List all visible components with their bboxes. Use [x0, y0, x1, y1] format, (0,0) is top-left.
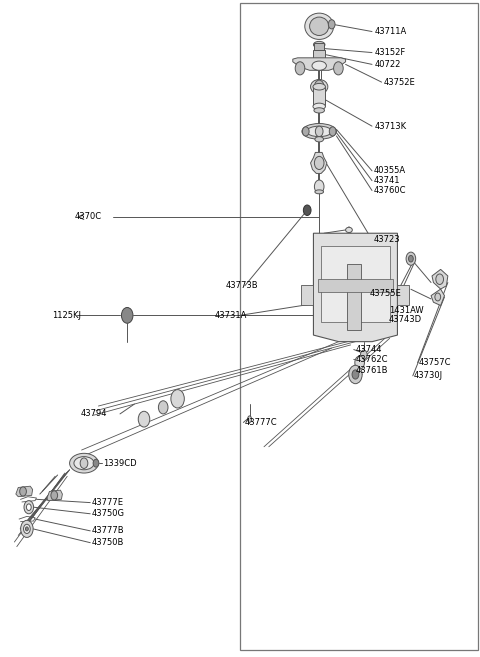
Polygon shape [16, 486, 33, 497]
Circle shape [21, 520, 33, 537]
Ellipse shape [315, 137, 324, 142]
Text: 43731A: 43731A [215, 311, 247, 320]
Text: 43743D: 43743D [389, 315, 422, 325]
Ellipse shape [314, 108, 324, 113]
Ellipse shape [307, 126, 332, 137]
Circle shape [352, 370, 359, 379]
Circle shape [436, 274, 444, 284]
Text: 1339CD: 1339CD [103, 459, 137, 468]
Circle shape [334, 62, 343, 75]
Circle shape [315, 126, 323, 137]
Circle shape [360, 350, 367, 359]
Bar [318, 279, 393, 292]
Circle shape [121, 307, 133, 323]
Ellipse shape [305, 13, 334, 39]
Circle shape [314, 180, 324, 193]
Circle shape [406, 252, 416, 265]
Circle shape [355, 356, 364, 369]
Bar [321, 246, 390, 322]
Text: 43723: 43723 [373, 235, 400, 244]
Circle shape [314, 80, 324, 93]
Text: 43750G: 43750G [91, 509, 124, 518]
Circle shape [435, 293, 441, 301]
Circle shape [158, 401, 168, 414]
Circle shape [328, 20, 335, 29]
Ellipse shape [313, 41, 325, 48]
Polygon shape [432, 269, 448, 289]
Circle shape [24, 524, 30, 533]
Bar [313, 87, 325, 106]
Text: 43794: 43794 [81, 409, 107, 419]
Polygon shape [311, 152, 327, 173]
Text: 43713K: 43713K [374, 122, 407, 131]
Circle shape [93, 459, 99, 467]
Circle shape [20, 487, 26, 496]
Text: 43762C: 43762C [355, 355, 388, 364]
Text: 43777B: 43777B [91, 526, 124, 535]
Circle shape [138, 411, 150, 427]
Text: 43760C: 43760C [373, 186, 406, 195]
Text: 43757C: 43757C [419, 358, 451, 367]
Bar [347, 264, 361, 330]
Text: 43755E: 43755E [370, 289, 401, 298]
Polygon shape [431, 289, 444, 306]
Text: 1125KJ: 1125KJ [52, 311, 81, 320]
Ellipse shape [74, 457, 94, 470]
Text: 43777E: 43777E [91, 498, 123, 507]
Circle shape [295, 62, 305, 75]
Bar [397, 285, 409, 305]
Polygon shape [313, 233, 397, 342]
Ellipse shape [313, 103, 325, 110]
Circle shape [408, 256, 413, 262]
Ellipse shape [346, 227, 352, 233]
Ellipse shape [302, 124, 336, 139]
Ellipse shape [310, 17, 329, 35]
Bar [314, 43, 324, 51]
Polygon shape [47, 490, 62, 501]
Circle shape [302, 127, 309, 136]
Text: 43761B: 43761B [355, 366, 388, 375]
Ellipse shape [312, 61, 326, 70]
Circle shape [51, 491, 58, 500]
Text: 40722: 40722 [374, 60, 401, 69]
Ellipse shape [248, 416, 252, 422]
Text: 43744: 43744 [355, 345, 382, 354]
Ellipse shape [313, 83, 325, 90]
Bar [301, 285, 313, 305]
Bar [240, 3, 478, 650]
Circle shape [314, 156, 324, 170]
Circle shape [80, 458, 88, 468]
Ellipse shape [311, 79, 328, 94]
Polygon shape [293, 58, 346, 70]
Text: 43711A: 43711A [374, 27, 407, 36]
Text: 43750B: 43750B [91, 538, 123, 547]
Circle shape [25, 527, 28, 531]
Circle shape [26, 504, 31, 510]
Circle shape [329, 127, 336, 136]
Text: 4370C: 4370C [74, 212, 102, 221]
Ellipse shape [315, 190, 324, 194]
Text: 43752E: 43752E [384, 78, 416, 87]
Circle shape [24, 501, 34, 514]
Circle shape [303, 205, 311, 215]
Text: 43741: 43741 [373, 176, 400, 185]
Text: 43152F: 43152F [374, 48, 406, 57]
Text: 43730J: 43730J [414, 371, 443, 380]
Text: 40355A: 40355A [373, 166, 406, 175]
Circle shape [348, 365, 362, 384]
Text: 43773B: 43773B [226, 281, 258, 290]
Circle shape [171, 390, 184, 408]
Bar [313, 50, 325, 59]
Text: 43777C: 43777C [245, 418, 277, 427]
Ellipse shape [70, 453, 98, 473]
Text: 1431AW: 1431AW [389, 306, 423, 315]
